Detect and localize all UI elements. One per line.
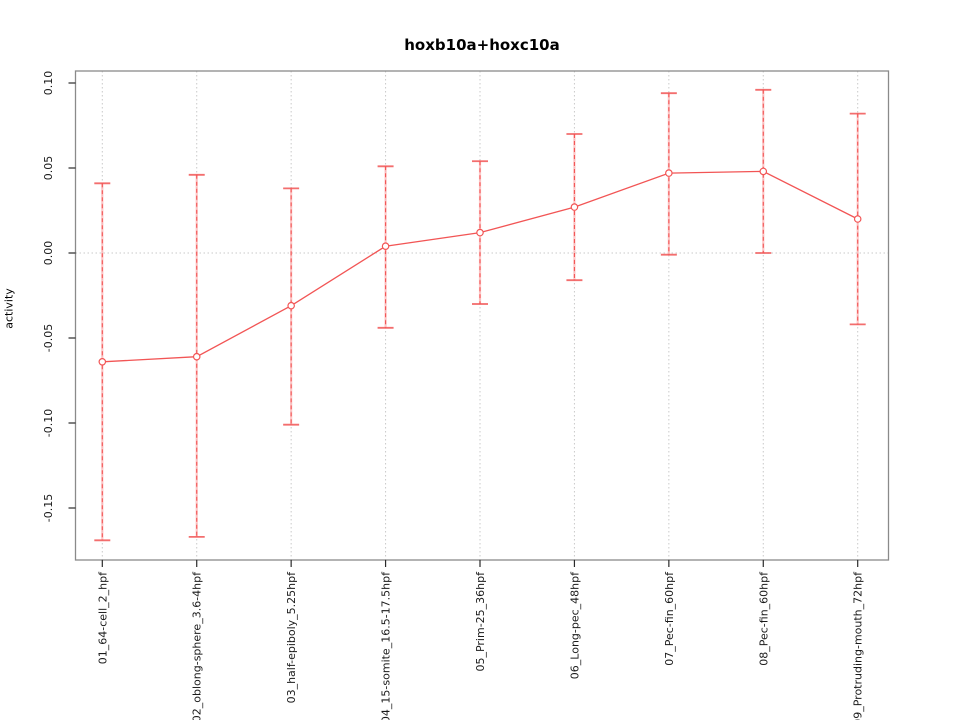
data-point [570,203,579,211]
data-point [192,352,201,361]
x-tick-label: 06_Long-pec_48hpf [568,571,581,679]
plot-border [74,70,890,561]
x-tick-label: 05_Prim-25_36hpf [474,571,487,672]
y-tick-label: 0.00 [42,241,55,266]
data-point [476,228,484,237]
x-tick-label: 01_64-cell_2_hpf [96,571,109,664]
y-tick-label: -0.05 [42,324,55,352]
data-points [98,167,862,366]
x-tick-label: 03_half-epiboly_5.25hpf [285,571,298,704]
x-tick-label: 07_Pec-fin_60hpf [663,571,676,666]
x-axis: 01_64-cell_2_hpf 02_oblong-sphere_3.6-4hp… [96,560,865,724]
x-tick-label: 08_Pec-fin_60hpf [757,571,770,666]
chart-title: hoxb10a+hoxc10a [404,36,560,54]
y-tick-label: 0.10 [42,71,55,96]
x-tick-label: 04_15-somite_16.5-17.5hpf [380,571,393,720]
data-point [98,357,107,366]
y-tick-label: -0.15 [42,494,55,522]
data-point [665,169,673,177]
x-tick-label: 09_Protruding-mouth_72hpf [852,571,865,720]
data-point [287,301,295,310]
data-point [759,167,768,176]
data-point [853,215,862,223]
x-tick-label: 02_oblong-sphere_3.6-4hpf [191,571,204,720]
data-point [381,242,390,251]
y-axis: 0.10 0.05 0.00 -0.05 -0.10 -0.15 [42,71,76,522]
y-axis-label: activity [2,288,16,329]
y-tick-label: -0.10 [42,409,55,437]
y-tick-label: 0.05 [42,156,55,181]
